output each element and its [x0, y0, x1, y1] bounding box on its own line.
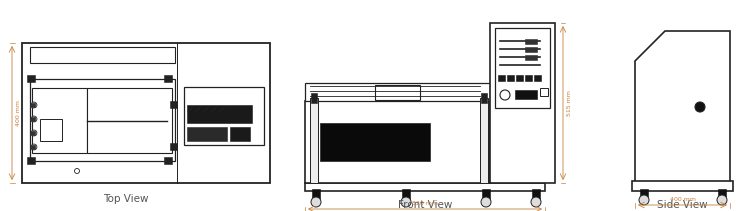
- Text: 820 mm: 820 mm: [412, 201, 438, 206]
- Text: Side View: Side View: [657, 200, 708, 210]
- Bar: [402, 189, 410, 199]
- Bar: [164, 157, 172, 164]
- Polygon shape: [635, 31, 730, 183]
- Circle shape: [311, 197, 321, 207]
- Bar: [170, 101, 177, 108]
- Bar: [30, 117, 35, 121]
- Circle shape: [31, 144, 37, 150]
- Bar: [184, 87, 264, 145]
- Bar: [187, 105, 252, 123]
- Bar: [30, 47, 175, 63]
- Circle shape: [401, 197, 411, 207]
- Text: 400 mm: 400 mm: [670, 197, 695, 202]
- Bar: [305, 83, 490, 101]
- Bar: [22, 43, 270, 183]
- Circle shape: [639, 195, 649, 205]
- Bar: [320, 123, 430, 161]
- Bar: [164, 75, 172, 82]
- Bar: [481, 93, 487, 103]
- Bar: [230, 127, 250, 141]
- Bar: [30, 131, 35, 135]
- Bar: [40, 119, 62, 141]
- Bar: [30, 145, 35, 149]
- Text: Front View: Front View: [398, 200, 452, 210]
- Text: 400 mm: 400 mm: [16, 100, 21, 126]
- Bar: [507, 75, 514, 81]
- Bar: [516, 75, 523, 81]
- Circle shape: [31, 116, 37, 122]
- Bar: [525, 39, 537, 44]
- Bar: [187, 127, 227, 141]
- Bar: [30, 79, 175, 161]
- Bar: [312, 189, 320, 199]
- Bar: [718, 189, 726, 197]
- Bar: [525, 75, 532, 81]
- Bar: [495, 28, 550, 108]
- Bar: [515, 90, 537, 99]
- Circle shape: [531, 197, 541, 207]
- Text: Top View: Top View: [104, 194, 148, 204]
- Circle shape: [481, 197, 491, 207]
- Bar: [534, 75, 541, 81]
- Circle shape: [74, 169, 80, 173]
- Bar: [490, 23, 555, 183]
- Bar: [540, 88, 548, 96]
- Bar: [632, 181, 733, 191]
- Bar: [482, 189, 490, 199]
- Bar: [30, 103, 35, 107]
- Bar: [305, 101, 490, 183]
- Circle shape: [717, 195, 727, 205]
- Circle shape: [31, 130, 37, 136]
- Circle shape: [500, 90, 510, 100]
- Bar: [525, 55, 537, 60]
- Bar: [27, 157, 35, 164]
- Text: 515 mm: 515 mm: [567, 90, 572, 116]
- Bar: [532, 189, 540, 199]
- Circle shape: [31, 102, 37, 108]
- Bar: [525, 47, 537, 52]
- Circle shape: [695, 102, 705, 112]
- Bar: [480, 98, 488, 183]
- Bar: [320, 123, 430, 161]
- Bar: [170, 143, 177, 150]
- Bar: [310, 98, 318, 183]
- Bar: [87, 88, 172, 153]
- Bar: [498, 75, 505, 81]
- Bar: [311, 93, 317, 103]
- Bar: [305, 183, 545, 191]
- Bar: [375, 85, 420, 100]
- Bar: [640, 189, 648, 197]
- Bar: [32, 88, 87, 153]
- Bar: [27, 75, 35, 82]
